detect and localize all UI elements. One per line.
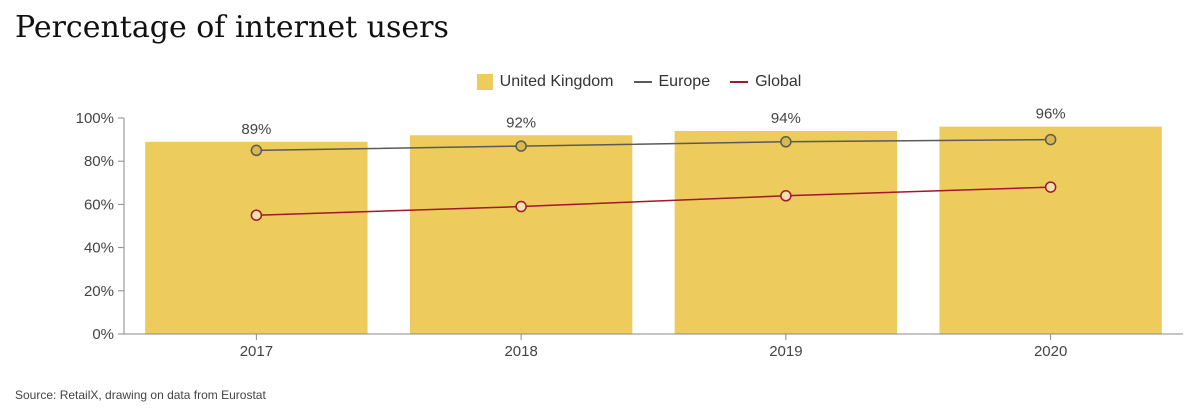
legend-item-united-kingdom[interactable]: United Kingdom <box>476 73 614 91</box>
point-global-2019 <box>780 190 792 202</box>
point-europe-2017 <box>250 144 263 157</box>
legend-item-europe[interactable]: Europe <box>633 73 711 91</box>
bar-label-2017: 89% <box>241 121 271 138</box>
source-note: Source: RetailX, drawing on data from Eu… <box>15 388 266 402</box>
legend: United Kingdom Europe Global <box>0 73 1198 91</box>
legend-label-united-kingdom: United Kingdom <box>499 73 614 90</box>
x-tick-label-2019: 2019 <box>769 343 802 360</box>
bar-2019 <box>674 130 898 334</box>
y-tick-label: 60% <box>84 196 114 213</box>
point-europe-2019 <box>780 136 792 148</box>
bar-label-2018: 92% <box>506 114 536 131</box>
legend-label-europe: Europe <box>658 73 711 90</box>
point-global-2018 <box>515 200 527 213</box>
bar-2017 <box>145 141 368 334</box>
series-line-europe <box>256 138 1051 152</box>
legend-item-global[interactable]: Global <box>730 73 801 91</box>
x-tick-label-2020: 2020 <box>1034 343 1067 360</box>
legend-swatch-united-kingdom <box>476 74 493 90</box>
bar-2020 <box>939 126 1162 334</box>
point-europe-2018 <box>515 140 527 152</box>
chart-title: Percentage of internet users <box>15 10 449 45</box>
point-europe-2020 <box>1044 133 1057 146</box>
point-global-2017 <box>250 209 263 221</box>
series-line-global <box>256 186 1051 216</box>
legend-label-global: Global <box>755 73 802 90</box>
y-tick-label: 20% <box>84 283 114 300</box>
bar-label-2020: 96% <box>1036 106 1066 123</box>
point-global-2020 <box>1044 181 1057 193</box>
x-tick-label-2018: 2018 <box>504 343 537 360</box>
y-tick-label: 80% <box>84 153 114 170</box>
legend-swatch-europe <box>633 81 652 83</box>
bar-2018 <box>409 135 633 334</box>
y-tick-label: 40% <box>84 240 114 257</box>
x-tick-label-2017: 2017 <box>240 343 273 360</box>
y-tick-label: 100% <box>76 110 114 127</box>
legend-swatch-global <box>730 81 749 83</box>
y-tick-label: 0% <box>92 326 114 343</box>
bar-label-2019: 94% <box>771 110 801 127</box>
